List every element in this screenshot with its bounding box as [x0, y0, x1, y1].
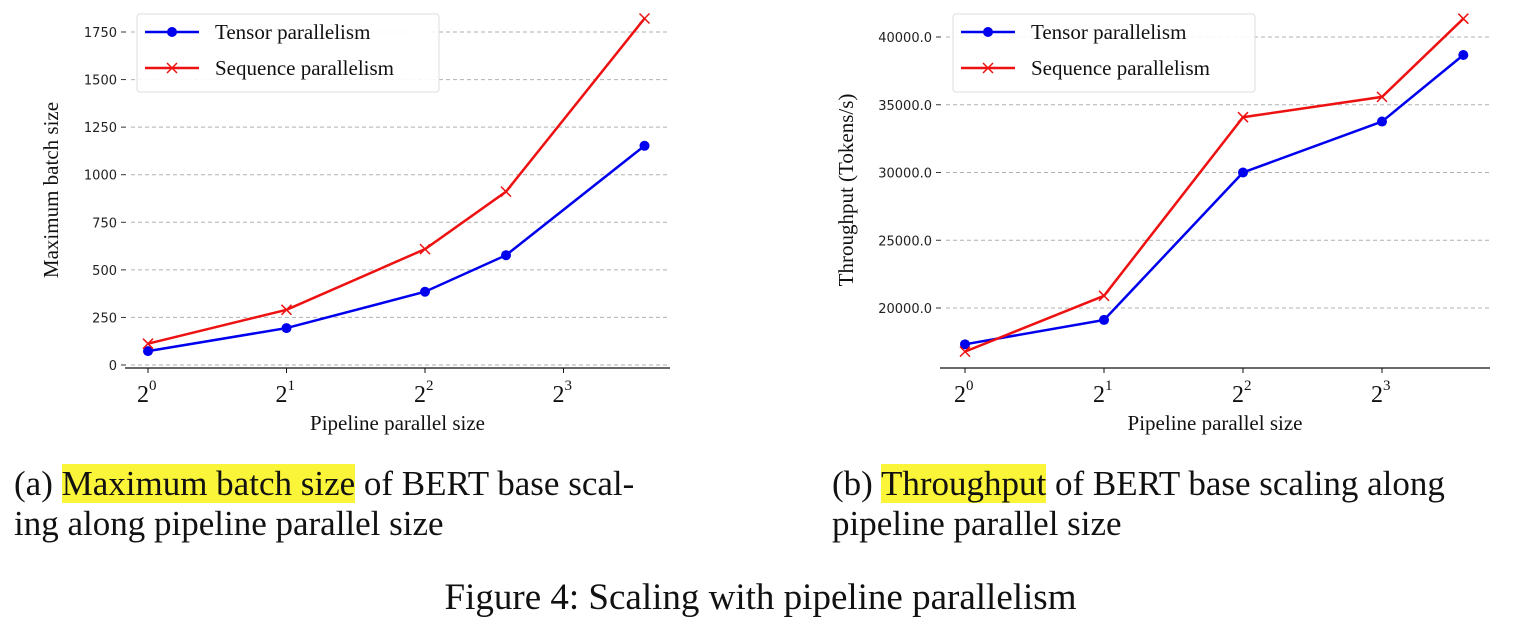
data-point	[420, 286, 430, 297]
data-point	[500, 186, 512, 198]
x-tick-base: 2	[1371, 382, 1383, 408]
data-point	[959, 346, 971, 358]
legend-box	[952, 13, 1256, 93]
x-tick-base: 2	[954, 382, 966, 408]
legend: Tensor parallelism Sequence parallelism	[136, 13, 440, 93]
x-tick-base: 2	[1093, 382, 1105, 408]
y-tick-label: 35000.0	[878, 99, 932, 114]
x-tick-label: 22	[414, 378, 434, 408]
legend-label: Sequence parallelism	[215, 56, 394, 80]
x-tick-label: 20	[954, 378, 974, 408]
x-axis-label: Pipeline parallel size	[1128, 411, 1303, 435]
legend-label: Tensor parallelism	[1031, 20, 1186, 44]
caption-a: (a) Maximum batch size of BERT base scal…	[14, 464, 634, 544]
legend-marker-circle-icon	[167, 27, 177, 37]
y-axis-label: Throughput (Tokens/s)	[834, 94, 858, 287]
data-point	[1457, 13, 1469, 25]
caption-b-prefix: (b)	[832, 464, 881, 503]
y-tick-label: 1000	[84, 169, 117, 184]
data-point	[639, 140, 650, 151]
figure-caption: Figure 4: Scaling with pipeline parallel…	[444, 577, 1077, 618]
y-tick-label: 1750	[84, 26, 117, 41]
caption-b-line2: pipeline parallel size	[832, 504, 1122, 543]
x-axis-label: Pipeline parallel size	[310, 411, 485, 435]
y-tick-label: 500	[92, 264, 117, 279]
legend-marker-x-icon	[982, 62, 994, 74]
data-point	[1458, 50, 1469, 61]
data-point	[1099, 314, 1109, 325]
legend-marker-circle-icon	[983, 27, 993, 37]
y-tick-label: 750	[92, 216, 117, 231]
x-tick-exponent: 0	[149, 378, 157, 394]
data-point	[280, 304, 293, 316]
legend-label: Sequence parallelism	[1031, 56, 1210, 80]
x-tick-exponent: 2	[1244, 378, 1252, 394]
x-tick-exponent: 3	[565, 378, 573, 394]
x-tick-base: 2	[414, 382, 426, 408]
x-tick-label: 23	[553, 378, 573, 408]
data-point	[1098, 290, 1110, 302]
data-point	[419, 243, 431, 255]
x-tick-exponent: 1	[288, 378, 296, 394]
x-tick-exponent: 3	[1383, 378, 1391, 394]
data-point	[1238, 167, 1248, 178]
y-axis-label: Maximum batch size	[39, 102, 63, 278]
legend: Tensor parallelism Sequence parallelism	[952, 13, 1256, 93]
data-point	[1237, 111, 1249, 123]
x-tick-base: 2	[553, 382, 565, 408]
legend-label: Tensor parallelism	[215, 20, 370, 44]
legend-marker-x-icon	[166, 62, 178, 74]
y-tick-label: 20000.0	[878, 302, 932, 317]
caption-b-highlight: Throughput	[880, 464, 1047, 503]
x-tick-base: 2	[276, 382, 288, 408]
data-point	[281, 323, 292, 334]
x-tick-exponent: 2	[426, 378, 434, 394]
y-tick-label: 1250	[84, 121, 117, 136]
series-line-tensor	[147, 144, 646, 353]
data-point	[1377, 116, 1387, 127]
caption-a-line2: ing along pipeline parallel size	[14, 504, 444, 543]
data-point	[638, 12, 651, 25]
y-tick-label: 25000.0	[878, 234, 932, 249]
x-tick-label: 23	[1371, 378, 1391, 408]
data-point	[143, 346, 153, 357]
x-tick-base: 2	[137, 382, 149, 408]
data-point	[142, 338, 154, 350]
x-tick-label: 21	[1093, 378, 1113, 408]
y-tick-label: 0	[109, 359, 117, 374]
x-tick-base: 2	[1232, 382, 1244, 408]
caption-b-text: of BERT base scaling along	[1046, 464, 1445, 503]
series-line-tensor	[964, 54, 1465, 346]
x-tick-label: 21	[276, 378, 296, 408]
y-tick-label: 250	[92, 311, 117, 326]
data-point	[1376, 91, 1388, 103]
legend-box	[136, 13, 440, 93]
caption-b: (b) Throughput of BERT base scaling alon…	[832, 464, 1445, 544]
caption-a-text: of BERT base scal-	[355, 464, 635, 503]
x-tick-exponent: 0	[966, 378, 974, 394]
x-tick-label: 22	[1232, 378, 1252, 408]
data-point	[501, 250, 512, 261]
caption-a-prefix: (a)	[14, 464, 62, 503]
x-tick-label: 20	[137, 378, 157, 408]
y-tick-label: 40000.0	[878, 31, 932, 46]
x-tick-exponent: 1	[1105, 378, 1113, 394]
y-tick-label: 1500	[84, 74, 117, 89]
y-tick-label: 30000.0	[878, 167, 932, 182]
data-point	[960, 339, 970, 350]
caption-a-highlight: Maximum batch size	[61, 464, 356, 503]
